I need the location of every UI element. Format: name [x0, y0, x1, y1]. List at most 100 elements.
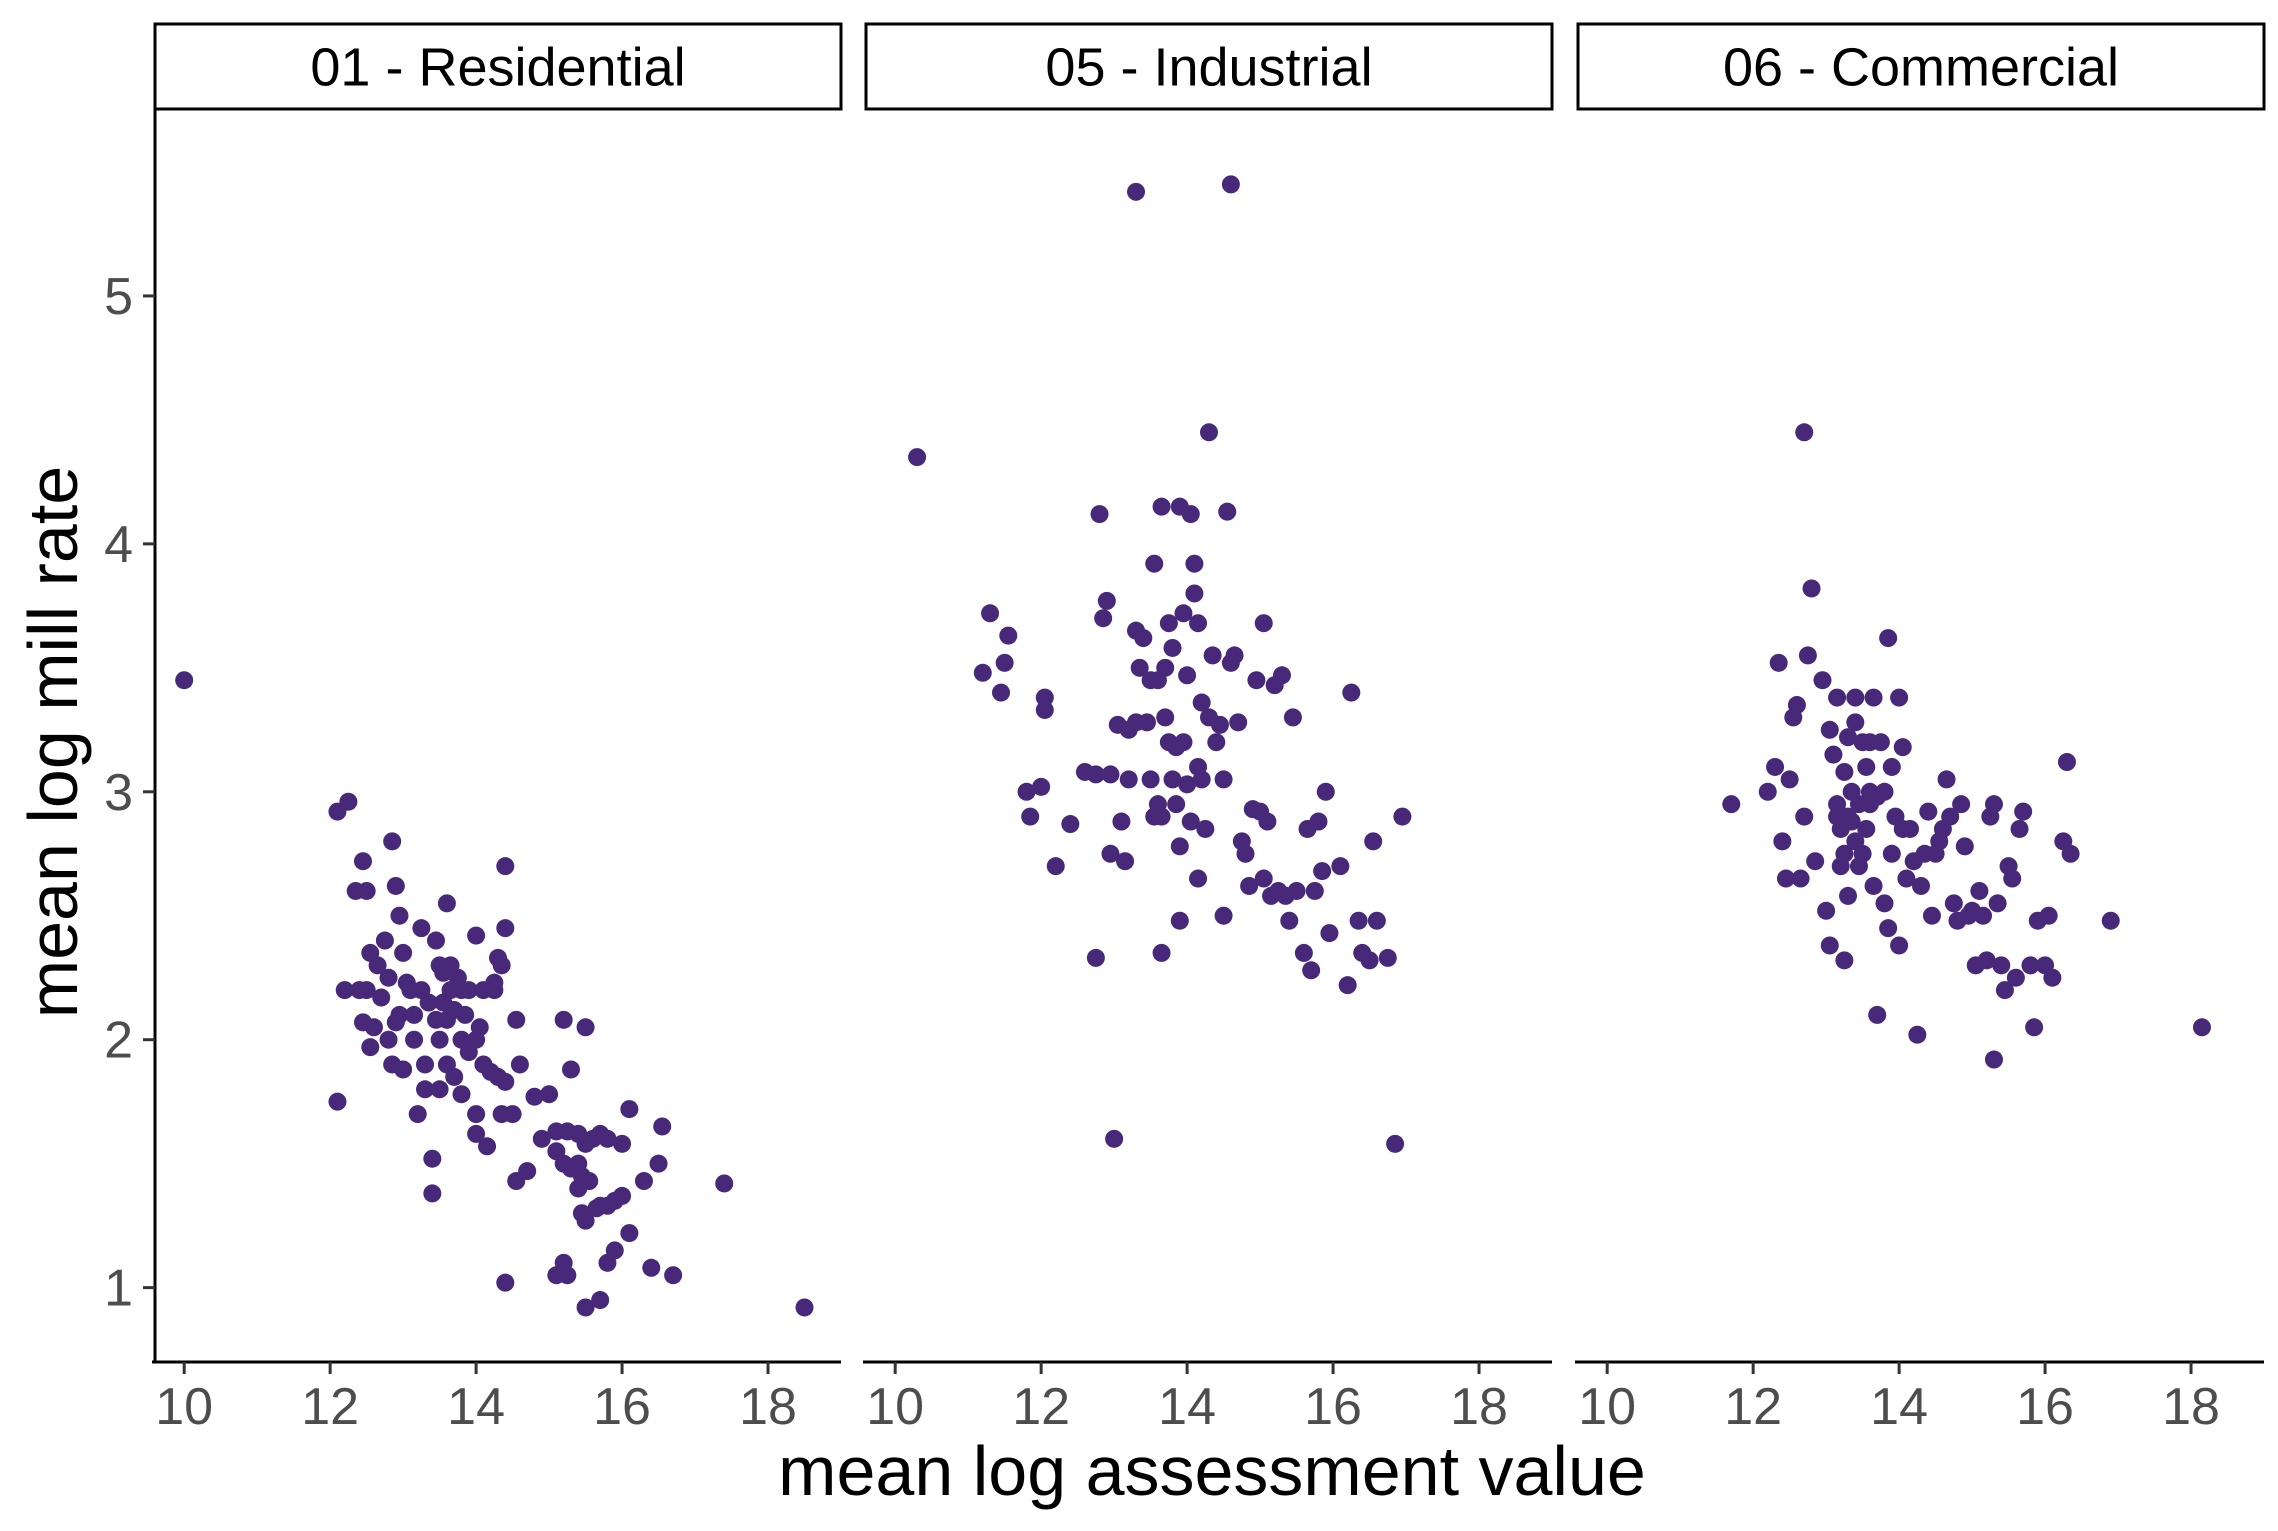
scatter-point: [1090, 505, 1109, 524]
scatter-point: [1864, 876, 1883, 895]
scatter-point: [467, 926, 486, 945]
scatter-point: [1992, 956, 2011, 975]
scatter-point: [561, 1159, 580, 1178]
scatter-point: [1820, 936, 1839, 955]
scatter-point: [1086, 948, 1105, 967]
scatter-point: [426, 931, 445, 950]
scatter-point: [1167, 738, 1186, 757]
scatter-point: [908, 448, 927, 467]
scatter-point: [1236, 844, 1255, 863]
scatter-point: [1152, 807, 1171, 826]
x-tick-label: 12: [1012, 1378, 1070, 1436]
scatter-point: [430, 1080, 449, 1099]
scatter-point: [1849, 857, 1868, 876]
x-tick-label: 18: [739, 1378, 797, 1436]
scatter-point: [1101, 844, 1120, 863]
facet-strip: [153, 22, 843, 111]
scatter-point: [999, 626, 1018, 645]
y-tick-label: 1: [104, 1260, 133, 1318]
scatter-point: [1192, 770, 1211, 789]
scatter-point: [1952, 795, 1971, 814]
scatter-point: [715, 1174, 734, 1193]
scatter-point: [1776, 869, 1795, 888]
scatter-point: [554, 1010, 573, 1029]
scatter-point: [1944, 894, 1963, 913]
x-tick-label: 16: [1304, 1378, 1362, 1436]
scatter-point: [2010, 819, 2029, 838]
y-tick-label: 4: [104, 516, 133, 574]
scatter-point: [518, 1162, 537, 1181]
scatter-point: [1875, 894, 1894, 913]
scatter-point: [339, 792, 358, 811]
scatter-point: [1152, 497, 1171, 516]
x-tick-label: 10: [866, 1378, 924, 1436]
y-tick-label: 2: [104, 1012, 133, 1070]
scatter-point: [1035, 700, 1054, 719]
scatter-point: [2039, 906, 2058, 925]
scatter-point: [1272, 666, 1291, 685]
facet-strip-label: 06 - Commercial: [1723, 38, 2119, 98]
scatter-point: [1178, 775, 1197, 794]
scatter-point: [1766, 757, 1785, 776]
scatter-point: [1316, 782, 1335, 801]
scatter-point: [2006, 968, 2025, 987]
scatter-point: [1882, 844, 1901, 863]
scatter-point: [992, 683, 1011, 702]
scatter-point: [470, 1018, 489, 1037]
scatter-point: [1221, 175, 1240, 194]
scatter-point: [1386, 1134, 1405, 1153]
facet-strip-label: 01 - Residential: [310, 38, 685, 98]
scatter-point: [412, 919, 431, 938]
scatter-point: [467, 1105, 486, 1124]
scatter-point: [1134, 629, 1153, 648]
scatter-point: [1828, 688, 1847, 707]
scatter-point: [1857, 819, 1876, 838]
scatter-point: [1061, 815, 1080, 834]
scatter-point: [1820, 720, 1839, 739]
scatter-point: [1152, 943, 1171, 962]
scatter-point: [361, 1038, 380, 1057]
scatter-point: [1283, 708, 1302, 727]
scatter-point: [405, 1030, 424, 1049]
scatter-point: [1116, 852, 1135, 871]
scatter-point: [437, 894, 456, 913]
scatter-point: [598, 1129, 617, 1148]
scatter-point: [1119, 770, 1138, 789]
scatter-point: [1890, 688, 1909, 707]
scatter-point: [1970, 881, 1989, 900]
scatter-point: [1097, 591, 1116, 610]
scatter-point: [649, 1154, 668, 1173]
scatter-point: [1163, 638, 1182, 657]
scatter-point: [1225, 646, 1244, 665]
scatter-point: [653, 1117, 672, 1136]
scatter-point: [1280, 911, 1299, 930]
scatter-point: [1828, 795, 1847, 814]
scatter-point: [1185, 584, 1204, 603]
scatter-point: [1835, 762, 1854, 781]
scatter-point: [1893, 738, 1912, 757]
scatter-point: [1094, 609, 1113, 628]
scatter-point: [1360, 951, 1379, 970]
scatter-point: [1210, 715, 1229, 734]
scatter-point: [1897, 869, 1916, 888]
facet-strip-label: 05 - Industrial: [1045, 38, 1372, 98]
scatter-point: [1922, 906, 1941, 925]
scatter-point: [576, 1298, 595, 1317]
scatter-point: [459, 981, 478, 1000]
scatter-point: [1824, 745, 1843, 764]
scatter-point: [434, 993, 453, 1012]
scatter-point: [1835, 844, 1854, 863]
scatter-point: [1148, 671, 1167, 690]
scatter-point: [973, 663, 992, 682]
scatter-point: [1247, 671, 1266, 690]
scatter-point: [1159, 614, 1178, 633]
scatter-point: [503, 1105, 522, 1124]
scatter-point: [379, 968, 398, 987]
scatter-point: [1305, 881, 1324, 900]
scatter-point: [634, 1172, 653, 1191]
scatter-point: [372, 988, 391, 1007]
scatter-point: [995, 653, 1014, 672]
scatter-point: [1912, 876, 1930, 895]
scatter-point: [434, 963, 453, 982]
